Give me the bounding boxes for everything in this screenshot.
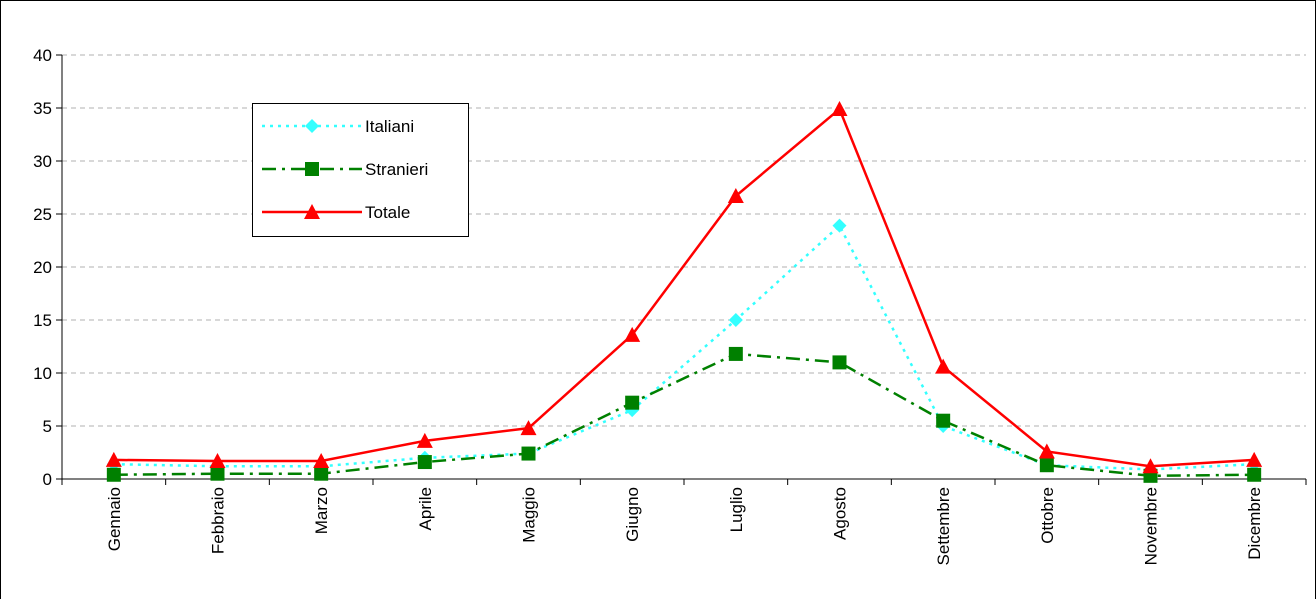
marker [935, 358, 952, 374]
x-tick-label: Novembre [1142, 487, 1161, 565]
y-tick-label: 25 [33, 205, 52, 224]
x-tick-label: Maggio [520, 487, 539, 543]
marker [209, 452, 226, 468]
x-tick-label: Aprile [416, 487, 435, 530]
marker [624, 326, 641, 342]
marker [305, 119, 319, 133]
x-tick-label: Dicembre [1245, 487, 1264, 560]
x-tick-label: Giugno [623, 487, 642, 542]
marker [106, 467, 121, 482]
x-tick-label: Agosto [831, 487, 850, 540]
marker [727, 187, 744, 203]
marker [831, 101, 848, 117]
x-tick-label: Marzo [312, 487, 331, 534]
legend: Italiani Stranieri Totale [252, 103, 469, 237]
marker [936, 413, 951, 428]
marker [728, 313, 743, 327]
marker [105, 451, 122, 467]
marker [416, 432, 433, 448]
series-line [113, 352, 1255, 478]
marker [1039, 458, 1054, 473]
y-tick-label: 5 [43, 417, 52, 436]
y-tick-label: 0 [43, 470, 52, 489]
marker [728, 346, 743, 361]
marker [1247, 467, 1262, 482]
series-line [113, 106, 1255, 468]
y-tick-label: 20 [33, 258, 52, 277]
y-tick-label: 40 [33, 46, 52, 65]
marker [313, 452, 330, 468]
marker [832, 218, 847, 233]
x-tick-label: Settembre [934, 487, 953, 565]
legend-label: Stranieri [365, 160, 428, 179]
x-tick-label: Ottobre [1038, 487, 1057, 544]
y-tick-label: 35 [33, 99, 52, 118]
marker [625, 395, 640, 410]
marker [304, 204, 320, 219]
legend-label: Italiani [365, 117, 414, 136]
x-tick-label: Luglio [727, 487, 746, 532]
y-tick-label: 30 [33, 152, 52, 171]
marker [832, 355, 847, 370]
marker [305, 162, 319, 176]
x-tick-label: Febbraio [209, 487, 228, 554]
marker [521, 446, 536, 461]
x-tick-label: Gennaio [105, 487, 124, 551]
marker [520, 420, 537, 436]
y-tick-label: 10 [33, 364, 52, 383]
marker [1038, 443, 1055, 459]
marker [210, 466, 225, 481]
marker [417, 455, 432, 470]
y-tick-label: 15 [33, 311, 52, 330]
marker [1142, 458, 1159, 474]
marker [1246, 451, 1263, 467]
marker [314, 466, 329, 481]
legend-label: Totale [365, 203, 410, 222]
